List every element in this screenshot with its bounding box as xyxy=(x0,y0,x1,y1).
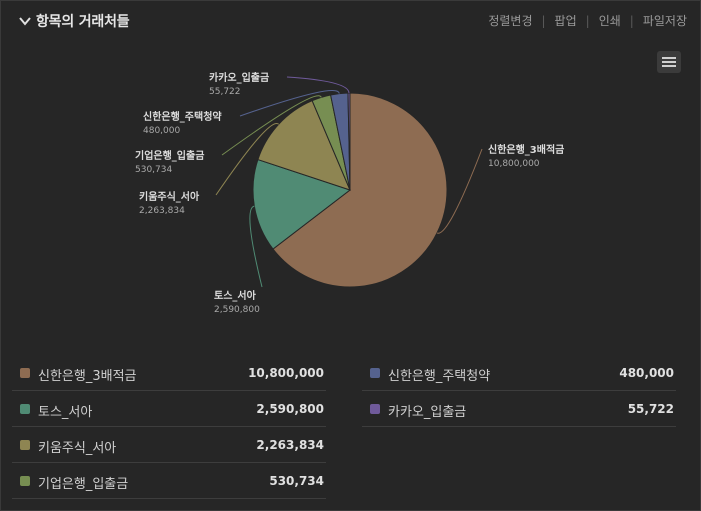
pie-slice[interactable] xyxy=(252,158,352,250)
action-separator: | xyxy=(541,13,546,28)
popup-link[interactable]: 팝업 xyxy=(554,14,577,28)
legend-item-name: 키움주식_서아 xyxy=(38,441,117,456)
slice-label-name: 기업은행_입출금 xyxy=(135,149,204,162)
slice-label-value: 10,800,000 xyxy=(488,159,540,169)
panel-title: 항목의 거래처들 xyxy=(36,14,130,30)
slice-label-value: 55,722 xyxy=(209,87,241,97)
slice-connector-line xyxy=(249,205,263,288)
slice-connector-line xyxy=(239,90,340,117)
legend-item-value: 530,734 xyxy=(269,474,324,488)
slice-label-name: 신한은행_주택청약 xyxy=(143,110,222,123)
legend-swatch xyxy=(20,440,30,450)
sort-change-link[interactable]: 정렬변경 xyxy=(488,14,533,28)
panel-title-toggle[interactable]: 항목의 거래처들 xyxy=(18,11,130,31)
panel-header: 항목의 거래처들 정렬변경 | 팝업 | 인쇄 | 파일저장 xyxy=(0,0,701,40)
legend-swatch xyxy=(370,404,380,414)
slice-label-value: 480,000 xyxy=(143,126,180,136)
legend-item-name: 카카오_입출금 xyxy=(388,405,467,420)
slice-label-name: 키움주식_서아 xyxy=(139,190,200,203)
legend-item[interactable]: 신한은행_주택청약 480,000 xyxy=(362,355,676,391)
slice-label-name: 카카오_입출금 xyxy=(209,71,269,84)
legend-item-value: 480,000 xyxy=(619,366,674,380)
menu-icon-bar xyxy=(662,65,676,67)
legend-item[interactable]: 카카오_입출금 55,722 xyxy=(362,391,676,427)
slice-connector-line xyxy=(215,123,280,196)
legend-right-column: 신한은행_주택청약 480,000 카카오_입출금 55,722 xyxy=(362,355,676,427)
pie-slice[interactable] xyxy=(257,100,351,191)
slice-label-value: 2,263,834 xyxy=(139,206,185,216)
slice-connector-line xyxy=(436,148,483,234)
legend-item-value: 2,263,834 xyxy=(256,438,324,452)
legend-item[interactable]: 키움주식_서아 2,263,834 xyxy=(12,427,326,463)
header-actions: 정렬변경 | 팝업 | 인쇄 | 파일저장 xyxy=(488,12,687,29)
legend-item-name: 기업은행_입출금 xyxy=(38,477,129,492)
legend-item-name: 토스_서아 xyxy=(38,405,93,420)
slice-label-name: 토스_서아 xyxy=(214,289,257,302)
legend-item[interactable]: 기업은행_입출금 530,734 xyxy=(12,463,326,499)
legend-item-value: 10,800,000 xyxy=(248,366,324,380)
legend-item-value: 2,590,800 xyxy=(256,402,324,416)
slice-label-name: 신한은행_3배적금 xyxy=(488,143,564,156)
save-file-link[interactable]: 파일저장 xyxy=(642,14,687,28)
legend-item-name: 신한은행_3배적금 xyxy=(38,369,137,384)
legend-swatch xyxy=(20,476,30,486)
pie-slice[interactable] xyxy=(347,92,351,191)
legend-item[interactable]: 신한은행_3배적금 10,800,000 xyxy=(12,355,326,391)
chevron-down-icon[interactable] xyxy=(18,14,32,28)
legend-item-value: 55,722 xyxy=(627,402,674,416)
legend-swatch xyxy=(20,368,30,378)
slice-label-value: 530,734 xyxy=(135,165,172,175)
menu-icon-bar xyxy=(662,61,676,63)
action-separator: | xyxy=(629,13,634,28)
pie-slice[interactable] xyxy=(272,92,448,288)
legend-left-column: 신한은행_3배적금 10,800,000 토스_서아 2,590,800 키움주식_서아… xyxy=(12,355,326,499)
slice-connector-line xyxy=(286,76,350,94)
print-link[interactable]: 인쇄 xyxy=(598,14,621,28)
pie-chart: 신한은행_3배적금 10,800,000 토스_서아 2,590,800 키움주식_서아… xyxy=(135,71,564,315)
slice-label-value: 2,590,800 xyxy=(214,305,260,315)
legend-swatch xyxy=(370,368,380,378)
legend-swatch xyxy=(20,404,30,414)
menu-icon-bar xyxy=(662,57,676,59)
action-separator: | xyxy=(585,13,590,28)
slice-connector-line xyxy=(221,95,322,156)
chart-menu-button[interactable] xyxy=(657,51,681,73)
legend-item-name: 신한은행_주택청약 xyxy=(388,369,491,384)
legend-item[interactable]: 토스_서아 2,590,800 xyxy=(12,391,326,427)
